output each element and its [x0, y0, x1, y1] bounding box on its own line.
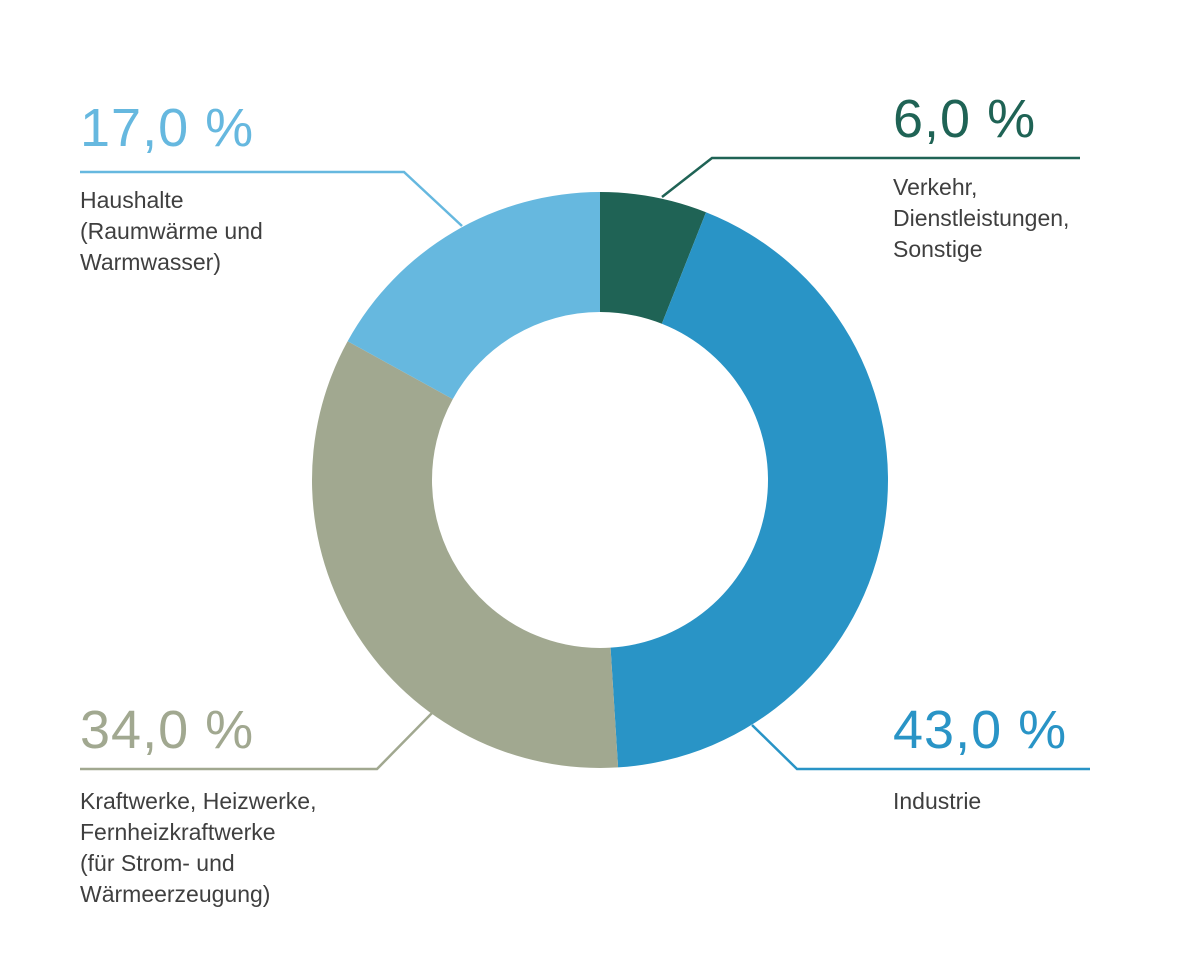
leader-line-verkehr: [661, 156, 1080, 198]
leader-line-haushalte: [80, 170, 463, 227]
value-label-haushalte: 17,0 %: [80, 98, 255, 158]
leader-line-industrie: [751, 724, 1090, 771]
donut-slice-kraftwerke: [312, 341, 619, 768]
category-label-haushalte: Haushalte (Raumwärme und Warmwasser): [80, 187, 263, 275]
donut-slice-haushalte: [347, 191, 600, 400]
leader-line-kraftwerke: [80, 712, 433, 771]
value-label-kraftwerke: 34,0 %: [80, 700, 255, 760]
category-label-verkehr: Verkehr, Dienstleistungen, Sonstige: [893, 174, 1070, 262]
category-label-industrie: Industrie: [893, 788, 982, 814]
value-label-industrie: 43,0 %: [893, 700, 1068, 760]
donut-slice-industrie: [610, 212, 889, 768]
value-label-verkehr: 6,0 %: [893, 89, 1037, 149]
category-label-kraftwerke: Kraftwerke, Heizwerke, Fernheizkraftwerk…: [80, 788, 317, 907]
donut-slice-verkehr: [600, 192, 707, 324]
